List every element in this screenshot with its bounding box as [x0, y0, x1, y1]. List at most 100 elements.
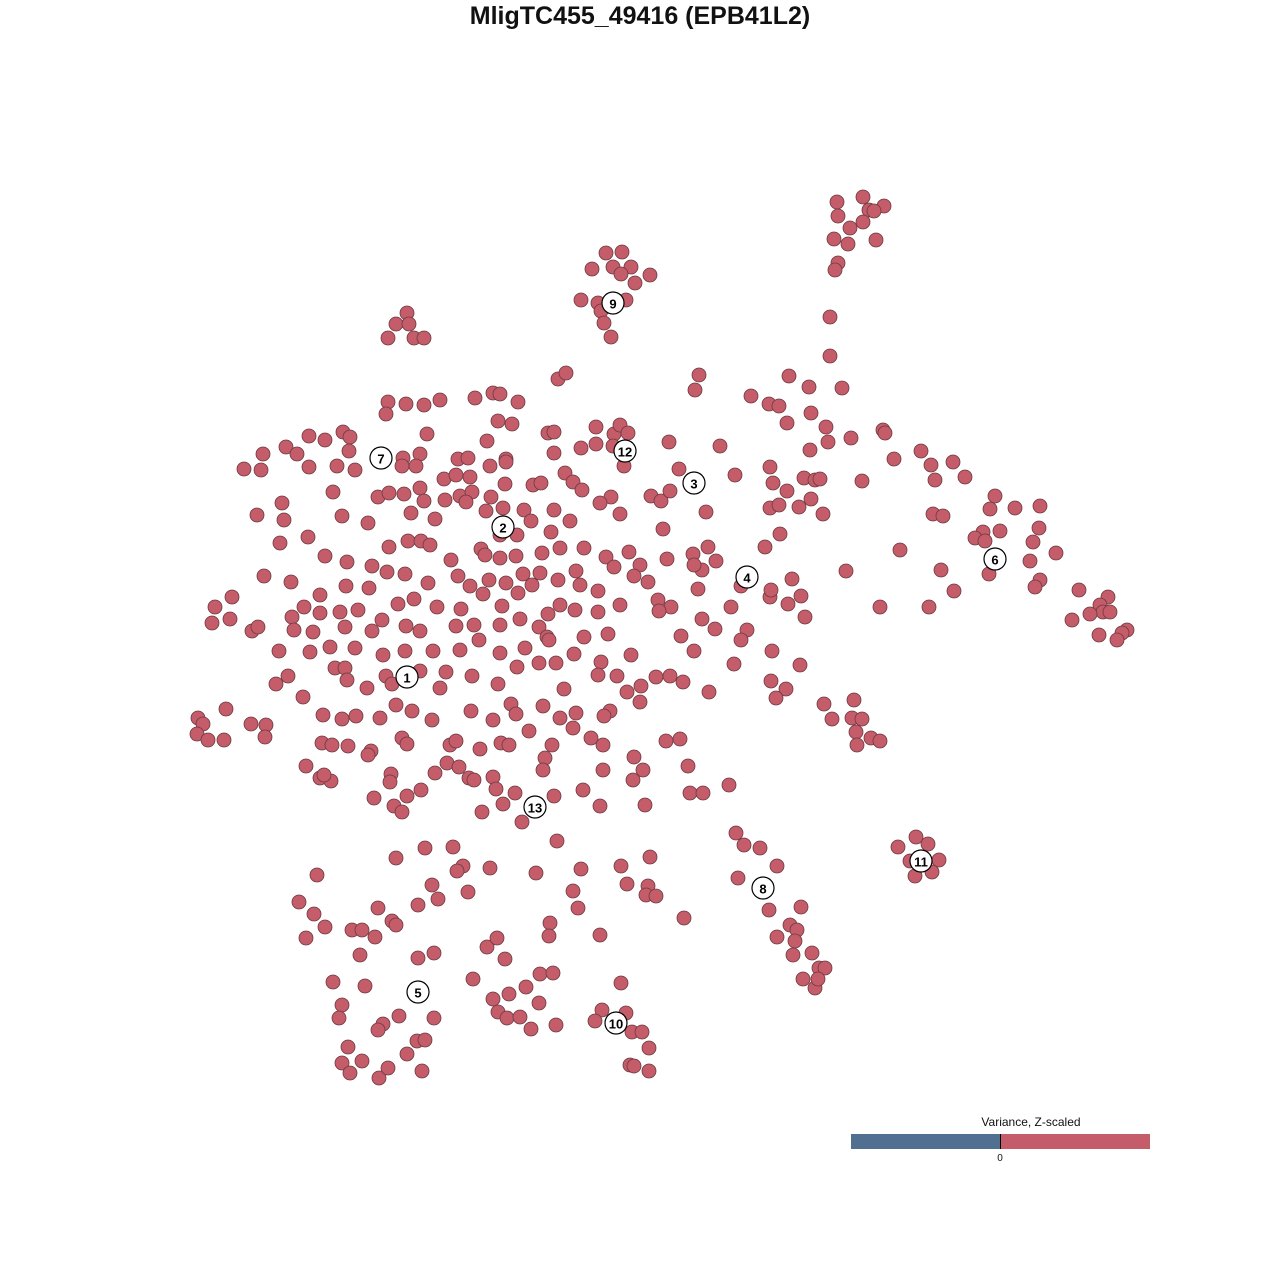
data-point: [399, 788, 415, 804]
data-point: [637, 797, 653, 813]
data-point: [250, 619, 266, 635]
data-point: [207, 599, 223, 615]
data-point: [512, 1009, 528, 1025]
data-point: [824, 711, 840, 727]
data-point: [466, 617, 482, 633]
data-point: [598, 245, 614, 261]
data-point: [509, 659, 525, 675]
data-point: [535, 698, 551, 714]
data-point: [830, 208, 846, 224]
cluster-label-circle: [491, 515, 515, 539]
data-point: [515, 566, 531, 582]
data-point: [623, 647, 639, 663]
cluster-label-text: 7: [377, 452, 384, 467]
data-point: [426, 945, 442, 961]
data-point: [495, 500, 511, 516]
data-point: [280, 668, 296, 684]
data-point: [424, 712, 440, 728]
data-point: [701, 684, 717, 700]
cluster-label-circle: [909, 849, 933, 873]
data-point: [416, 397, 432, 413]
data-point: [854, 473, 870, 489]
data-point: [236, 461, 252, 477]
data-point: [396, 486, 412, 502]
data-point: [397, 566, 413, 582]
data-point: [1048, 545, 1064, 561]
data-point: [497, 951, 513, 967]
data-point: [347, 462, 363, 478]
data-point: [543, 524, 559, 540]
data-point: [540, 606, 556, 622]
data-point: [416, 330, 432, 346]
data-point: [535, 762, 551, 778]
legend-color-bar: [851, 1134, 1150, 1149]
data-point: [253, 462, 269, 478]
data-point: [479, 433, 495, 449]
data-point: [935, 508, 951, 524]
data-point: [556, 681, 572, 697]
data-point: [662, 668, 678, 684]
data-point: [274, 495, 290, 511]
data-point: [462, 469, 478, 485]
data-point: [977, 533, 993, 549]
data-point: [291, 894, 307, 910]
data-point: [352, 947, 368, 963]
data-point: [658, 733, 674, 749]
data-point: [450, 568, 466, 584]
data-point: [429, 599, 445, 615]
data-point: [804, 945, 820, 961]
data-point: [733, 632, 749, 648]
data-point: [329, 458, 345, 474]
data-point: [367, 929, 383, 945]
data-point: [462, 578, 478, 594]
data-point: [518, 979, 534, 995]
data-point: [342, 429, 358, 445]
legend-tick: [1000, 1134, 1001, 1149]
data-point: [763, 673, 779, 689]
data-point: [829, 194, 845, 210]
data-point: [787, 933, 803, 949]
data-point: [886, 451, 902, 467]
data-point: [507, 785, 523, 801]
data-point: [371, 1070, 387, 1086]
data-point: [626, 749, 642, 765]
cluster-label-6: 6: [983, 547, 1007, 571]
cluster-label-5: 5: [406, 980, 430, 1004]
data-point: [686, 643, 702, 659]
data-point: [419, 426, 435, 442]
data-point: [550, 572, 566, 588]
data-point: [606, 559, 622, 575]
data-point: [451, 759, 467, 775]
data-point: [514, 814, 530, 830]
data-point: [612, 597, 628, 613]
legend-tick-label: 0: [997, 1153, 1003, 1164]
data-point: [460, 884, 476, 900]
cluster-label-circle: [601, 291, 625, 315]
data-point: [379, 564, 395, 580]
data-point: [364, 623, 380, 639]
data-point: [438, 664, 454, 680]
data-point: [422, 537, 438, 553]
data-point: [600, 626, 616, 642]
data-point: [791, 499, 807, 515]
data-point: [795, 971, 811, 987]
data-point: [1007, 500, 1023, 516]
data-point: [370, 900, 386, 916]
data-point: [410, 950, 426, 966]
data-point: [453, 601, 469, 617]
cluster-label-text: 10: [609, 1017, 623, 1032]
cluster-label-text: 5: [414, 986, 421, 1001]
data-point: [300, 529, 316, 545]
data-point: [612, 506, 628, 522]
data-point: [354, 922, 370, 938]
data-point: [587, 1013, 603, 1029]
data-point: [417, 1032, 433, 1048]
data-point: [452, 642, 468, 658]
data-point: [216, 732, 232, 748]
data-point: [312, 587, 328, 603]
data-point: [448, 467, 464, 483]
data-point: [596, 708, 612, 724]
data-point: [437, 492, 453, 508]
data-point: [427, 765, 443, 781]
data-point: [339, 554, 355, 570]
